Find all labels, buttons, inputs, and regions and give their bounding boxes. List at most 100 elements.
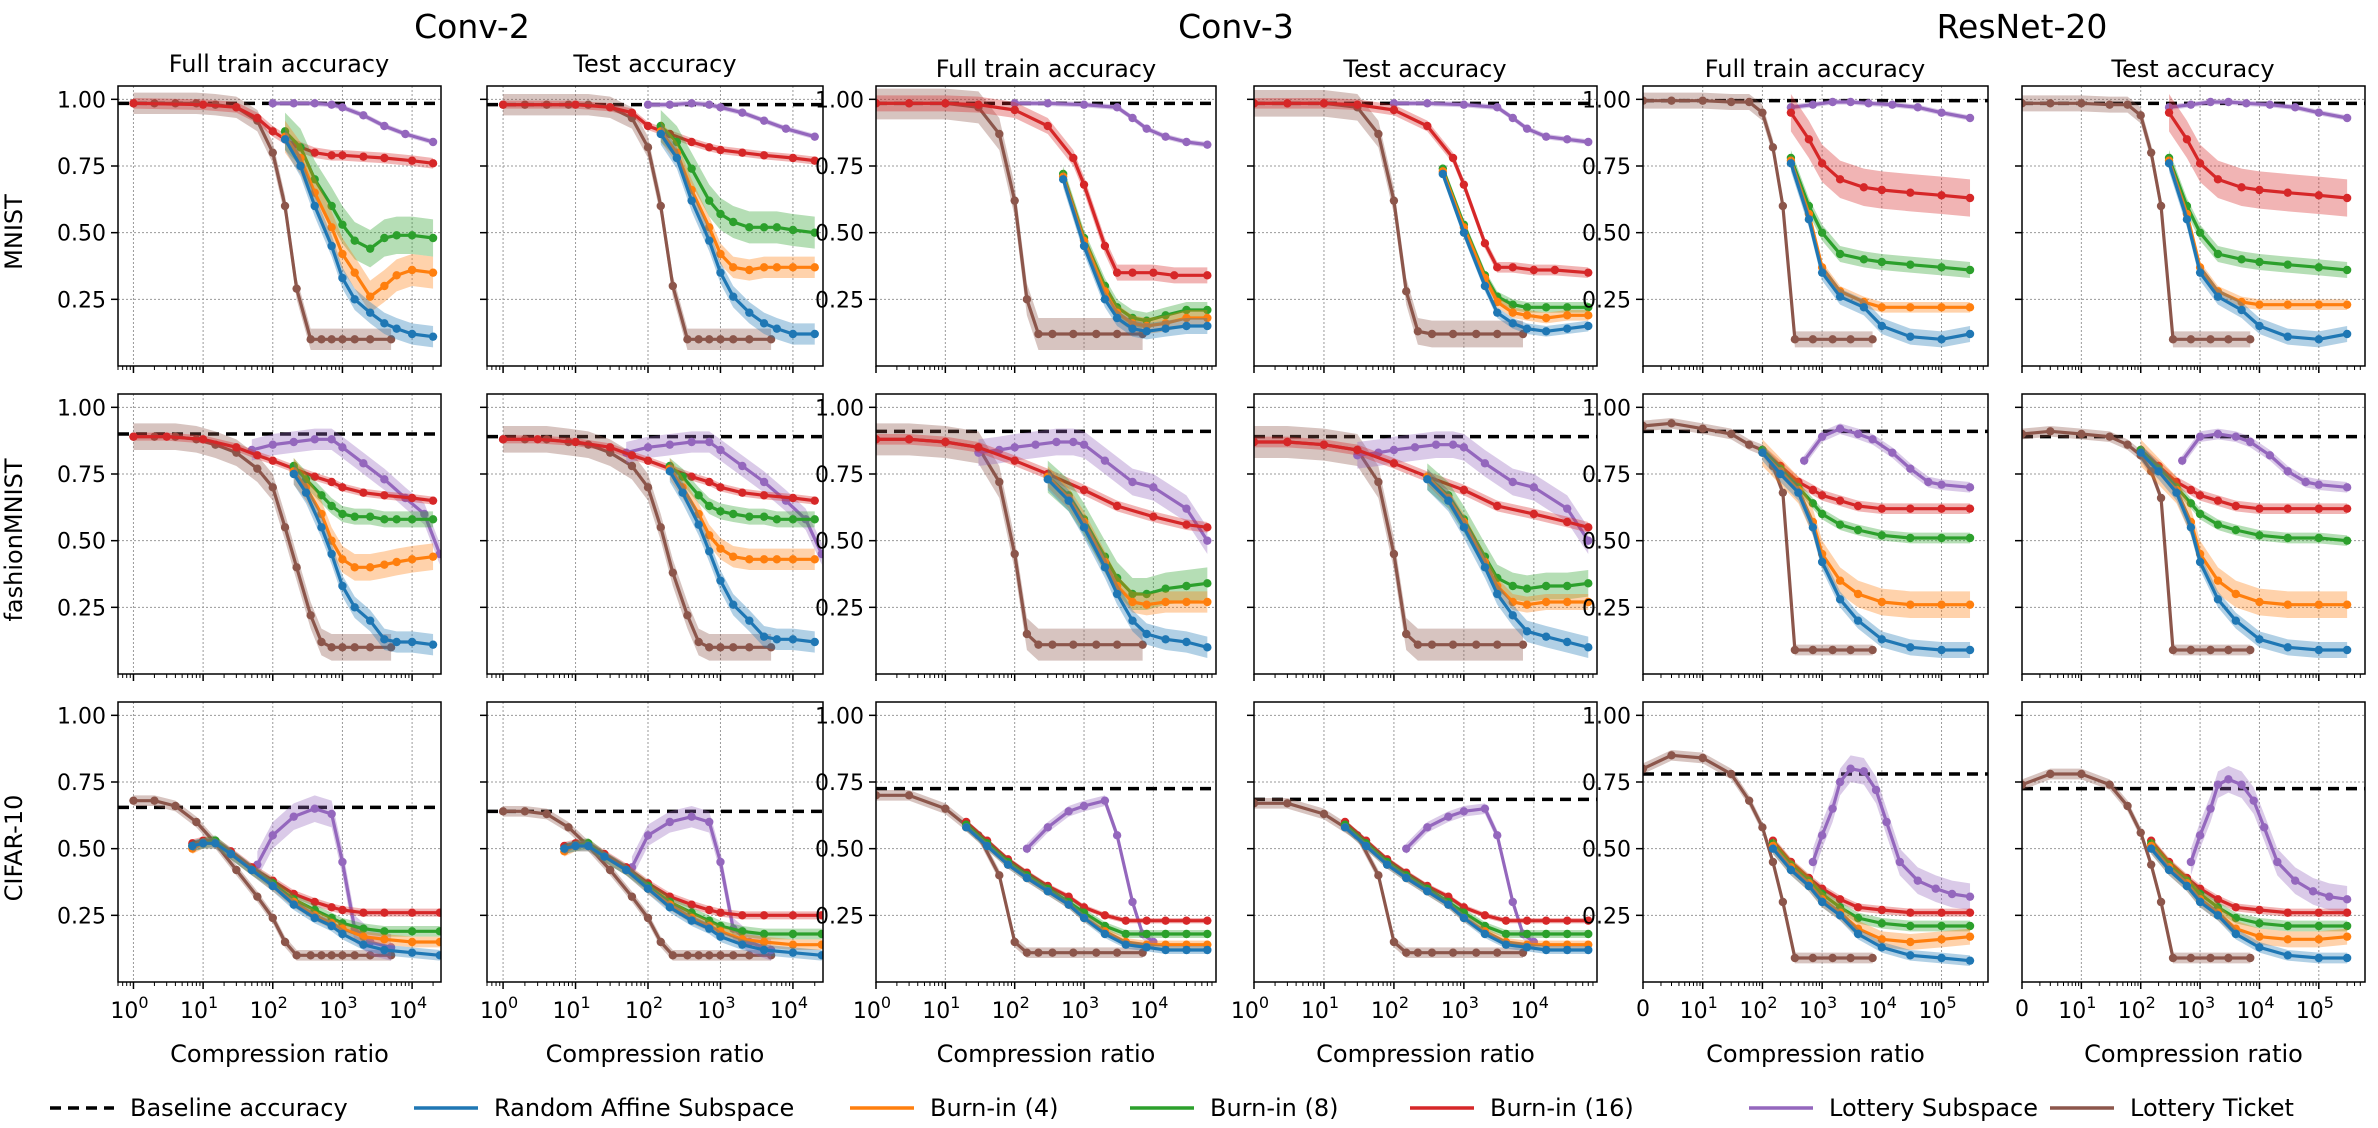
point-b4 xyxy=(407,265,417,275)
point-ls xyxy=(380,121,389,131)
x-tick-label: 102 xyxy=(250,993,288,1024)
point-ras xyxy=(1022,873,1032,883)
point-ras xyxy=(2213,911,2223,920)
point-lt xyxy=(1389,196,1399,205)
point-b4 xyxy=(365,292,375,301)
line-b4 xyxy=(1046,475,1208,607)
point-ras xyxy=(1563,945,1572,955)
point-ras xyxy=(2182,215,2192,224)
point-ls xyxy=(2265,100,2275,109)
point-ras xyxy=(1835,292,1845,301)
point-ls xyxy=(2265,451,2275,460)
point-ras xyxy=(1541,945,1551,955)
point-ras xyxy=(2314,335,2324,344)
point-b8 xyxy=(407,231,417,240)
point-b8 xyxy=(1906,921,1915,931)
point-ls xyxy=(338,443,347,452)
point-ls xyxy=(1888,100,1897,109)
point-ras xyxy=(1340,823,1350,832)
point-lt xyxy=(564,823,573,832)
point-ras xyxy=(1541,327,1551,336)
point-b16 xyxy=(759,491,769,500)
x-tick-exponent: 2 xyxy=(1020,993,1030,1012)
point-lt xyxy=(1667,419,1676,428)
line-b16 xyxy=(1771,839,1971,915)
band-b4 xyxy=(1345,823,1589,949)
point-b4 xyxy=(2314,600,2324,609)
point-lt xyxy=(1112,640,1122,649)
point-ls xyxy=(1906,464,1915,473)
point-lt xyxy=(683,335,692,344)
point-lt xyxy=(2146,148,2156,157)
point-ras xyxy=(1142,943,1151,952)
line-ras xyxy=(2149,847,2348,960)
x-tick-base: 10 xyxy=(1301,999,1329,1024)
point-lt xyxy=(668,568,678,577)
point-ras xyxy=(1203,945,1212,955)
point-lt xyxy=(605,865,615,875)
y-tick-label: 1.00 xyxy=(1582,704,1631,729)
point-ls xyxy=(2342,113,2352,123)
line-b4 xyxy=(2149,844,2348,941)
point-b16 xyxy=(1493,263,1502,272)
point-ls xyxy=(1480,459,1490,468)
point-b8 xyxy=(317,491,326,500)
point-lt xyxy=(745,643,754,652)
point-b4 xyxy=(1541,313,1551,323)
point-b16 xyxy=(2182,135,2192,144)
point-lt xyxy=(1374,129,1383,139)
point-ras xyxy=(1459,523,1469,532)
point-lt xyxy=(1427,948,1437,957)
point-b8 xyxy=(2342,536,2352,545)
band-b4 xyxy=(1047,466,1208,616)
point-lt xyxy=(2146,467,2156,476)
point-b16 xyxy=(1459,180,1469,189)
point-lt xyxy=(1778,488,1788,497)
point-b4 xyxy=(788,263,798,272)
line-lt xyxy=(2022,429,2251,652)
point-b4 xyxy=(759,937,769,947)
point-b4 xyxy=(810,263,819,272)
x-tick-base: 10 xyxy=(2296,999,2324,1024)
point-b16 xyxy=(380,908,389,917)
point-ls xyxy=(1965,113,1975,123)
point-ls xyxy=(738,108,747,117)
point-b8 xyxy=(1182,305,1191,315)
x-tick-label: 102 xyxy=(625,993,663,1024)
point-lt xyxy=(643,483,653,492)
point-ls xyxy=(665,440,675,449)
line-b4 xyxy=(1426,475,1589,607)
point-ls xyxy=(1052,437,1061,447)
point-ras xyxy=(1835,595,1845,604)
y-tick-label: 0.50 xyxy=(1582,530,1631,555)
point-b16 xyxy=(253,451,262,460)
point-b16 xyxy=(1203,523,1212,532)
point-b8 xyxy=(1877,257,1887,267)
x-axis-label: Compression ratio xyxy=(937,1040,1156,1068)
x-tick-exponent: 4 xyxy=(1887,993,1897,1012)
point-ras xyxy=(1182,945,1191,955)
point-lt xyxy=(705,643,714,652)
x-tick-base: 10 xyxy=(1859,999,1887,1024)
y-tick-label: 0.75 xyxy=(1582,463,1631,488)
x-tick-base: 10 xyxy=(2058,999,2086,1024)
point-b16 xyxy=(1853,903,1863,912)
point-lt xyxy=(1768,857,1778,867)
point-ras xyxy=(1100,563,1110,572)
legend: Baseline accuracy Random Affine Subspace B… xyxy=(50,1094,2294,1122)
band-b4 xyxy=(2140,439,2348,618)
point-b16 xyxy=(1508,263,1517,272)
x-tick-label: 100 xyxy=(853,993,891,1024)
point-lt xyxy=(1427,640,1437,649)
point-b16 xyxy=(1937,504,1946,513)
point-b16 xyxy=(1389,105,1399,115)
point-ls xyxy=(2314,480,2324,489)
point-b8 xyxy=(705,501,714,511)
panel-r1-c3 xyxy=(1247,393,1598,681)
point-b8 xyxy=(2213,520,2223,529)
point-ls xyxy=(1128,113,1137,123)
point-lt xyxy=(1069,948,1078,957)
point-b16 xyxy=(1128,268,1137,277)
point-lt xyxy=(2156,493,2166,503)
point-b8 xyxy=(392,515,401,524)
